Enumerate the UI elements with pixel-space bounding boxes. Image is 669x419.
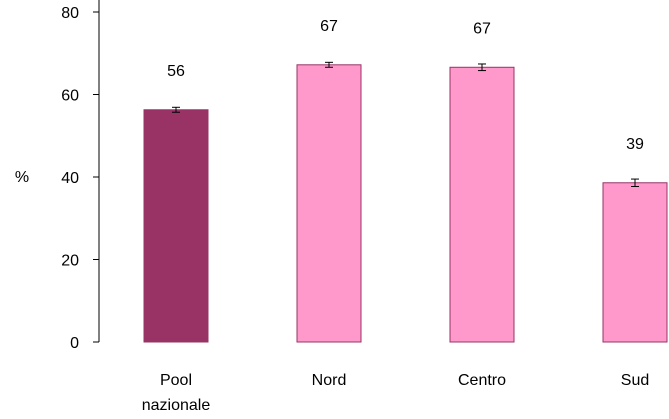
category-label: Centro bbox=[458, 372, 506, 389]
bar bbox=[449, 66, 515, 343]
bar bbox=[296, 64, 362, 343]
y-axis-title: % bbox=[15, 169, 29, 186]
y-tick-label: 20 bbox=[61, 253, 79, 270]
y-tick-label: 0 bbox=[70, 335, 79, 352]
category-label-line: Pool bbox=[160, 372, 192, 389]
bar bbox=[143, 109, 209, 343]
y-tick-label: 80 bbox=[61, 5, 79, 22]
data-label: 67 bbox=[473, 20, 491, 37]
category-label-line: Sud bbox=[621, 372, 649, 389]
category-label: Pool nazionale bbox=[142, 372, 211, 414]
y-tick-label: 60 bbox=[61, 88, 79, 105]
data-labels: 56 67 67 39 bbox=[167, 18, 644, 153]
bar bbox=[602, 182, 668, 343]
category-label: Nord bbox=[312, 372, 347, 389]
category-label: Sud bbox=[621, 372, 649, 389]
category-label-line: Nord bbox=[312, 372, 347, 389]
y-axis-ticks: 0 20 40 60 80 bbox=[61, 5, 99, 352]
category-label-line: nazionale bbox=[142, 397, 211, 414]
error-bars bbox=[172, 61, 639, 187]
category-label-line: Centro bbox=[458, 372, 506, 389]
data-label: 56 bbox=[167, 63, 185, 80]
data-label: 67 bbox=[320, 18, 338, 35]
bars bbox=[143, 64, 668, 343]
data-label: 39 bbox=[626, 136, 644, 153]
y-tick-label: 40 bbox=[61, 170, 79, 187]
category-labels: Pool nazionale Nord Centro Sud bbox=[142, 372, 649, 414]
